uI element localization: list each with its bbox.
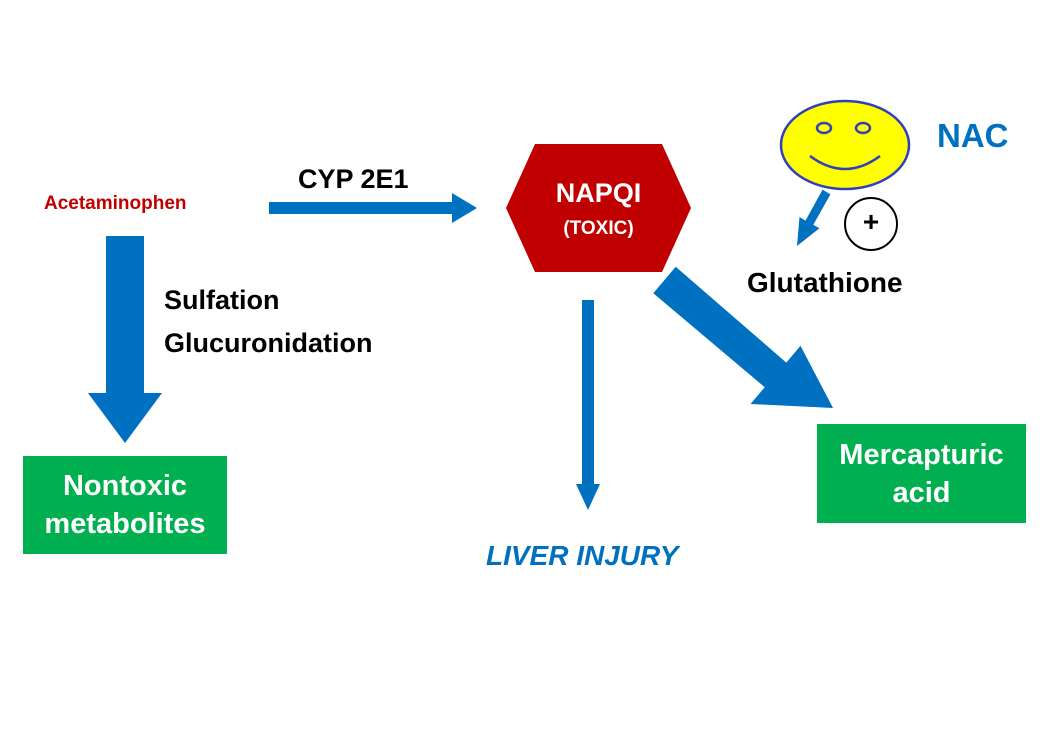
- mercapturic-acid-box: Mercapturic acid: [817, 424, 1026, 523]
- nontoxic-line-1: Nontoxic: [62, 470, 188, 502]
- liver-injury-label: LIVER INJURY: [486, 540, 679, 571]
- napqi-hexagon: [506, 144, 691, 272]
- plus-circle: [844, 197, 898, 251]
- nac-label: NAC: [937, 117, 1009, 154]
- plus-sign: +: [862, 206, 880, 237]
- glutathione-label: Glutathione: [747, 267, 903, 298]
- acetaminophen-label: Acetaminophen: [44, 193, 187, 214]
- mercapturic-line-2: acid: [892, 476, 951, 509]
- cyp-2e1-label: CYP 2E1: [298, 164, 409, 194]
- arrow-napqi-to-liver-injury: [576, 300, 600, 510]
- glucuronidation-label: Glucuronidation: [164, 328, 373, 358]
- arrow-nac-to-glutathione: [797, 189, 831, 246]
- nontoxic-line-2: metabolites: [44, 508, 206, 540]
- arrow-acetaminophen-to-nontoxic: [88, 236, 162, 443]
- napqi-label: NAPQI: [555, 178, 642, 208]
- mercapturic-line-1: Mercapturic: [839, 438, 1004, 471]
- napqi-toxic-label: (TOXIC): [563, 218, 634, 239]
- nontoxic-metabolites-box: Nontoxic metabolites: [23, 456, 227, 554]
- sulfation-label: Sulfation: [164, 285, 280, 315]
- arrow-napqi-to-mercapturic: [653, 266, 833, 408]
- arrow-acetaminophen-to-napqi: [269, 193, 477, 223]
- smiley-face-icon: [779, 99, 911, 191]
